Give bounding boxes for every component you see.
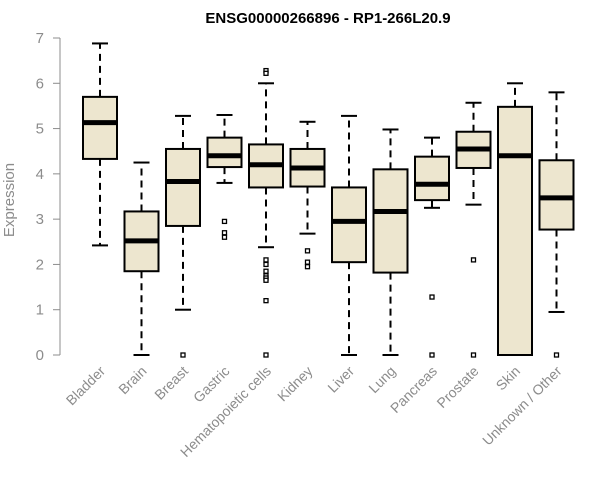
y-tick-label: 6 (36, 75, 44, 92)
outlier-point (304, 248, 311, 254)
iqr-box (206, 136, 243, 169)
box-gastric (206, 113, 243, 240)
outlier-point (263, 261, 269, 268)
box-breast (165, 114, 201, 358)
box-bladder (82, 42, 118, 247)
iqr-box (414, 155, 450, 202)
x-tick-label: Unknown / Other (479, 363, 565, 449)
box-lung (372, 128, 409, 356)
outlier-point (553, 352, 560, 358)
outlier-point (263, 352, 269, 358)
iqr-box (372, 168, 409, 274)
outlier-point (263, 70, 269, 76)
box-skin (497, 82, 533, 356)
box-kidney (289, 120, 326, 270)
y-tick-label: 2 (36, 256, 44, 273)
outlier-point (429, 294, 435, 300)
y-tick-label: 0 (36, 347, 44, 364)
outlier-point (221, 218, 228, 225)
iqr-box (497, 105, 533, 356)
y-tick-label: 5 (36, 121, 44, 138)
y-axis: 0 1 2 3 4 5 6 7 (36, 30, 61, 364)
box-unknown-other (538, 91, 575, 358)
x-tick-label: Skin (493, 363, 524, 394)
iqr-box (82, 95, 118, 160)
y-tick-label: 3 (36, 211, 44, 228)
outlier-point (304, 259, 311, 265)
iqr-box (165, 147, 201, 227)
x-tick-label: Bladder (63, 363, 109, 409)
y-axis-label: Expression (1, 163, 18, 237)
outlier-point (263, 298, 269, 304)
outlier-point (429, 352, 435, 358)
x-tick-label: Liver (324, 363, 357, 396)
box-hematopoietic-cells (248, 67, 284, 358)
y-tick-label: 4 (36, 166, 44, 183)
box-brain (123, 161, 160, 356)
box-pancreas (414, 136, 450, 358)
outlier-point (263, 268, 269, 274)
outlier-point (263, 257, 269, 263)
outlier-point (221, 230, 228, 236)
outlier-point (180, 352, 186, 358)
box-prostate (455, 101, 492, 358)
outlier-point (304, 264, 311, 270)
chart-title: ENSG00000266896 - RP1-266L20.9 (205, 10, 450, 27)
y-tick-label: 7 (36, 30, 44, 47)
outlier-point (221, 234, 228, 240)
outlier-point (470, 352, 477, 358)
iqr-box (538, 159, 575, 231)
x-tick-label: Prostate (433, 363, 481, 411)
x-tick-label: Lung (365, 363, 398, 396)
y-tick-label: 1 (36, 302, 44, 319)
iqr-box (331, 186, 367, 264)
x-tick-label: Breast (151, 363, 191, 403)
x-tick-label: Kidney (274, 363, 316, 405)
x-tick-label: Brain (115, 363, 149, 397)
outlier-point (470, 257, 477, 263)
box-liver (331, 114, 367, 356)
outlier-point (263, 277, 269, 283)
boxes-layer (82, 42, 575, 358)
